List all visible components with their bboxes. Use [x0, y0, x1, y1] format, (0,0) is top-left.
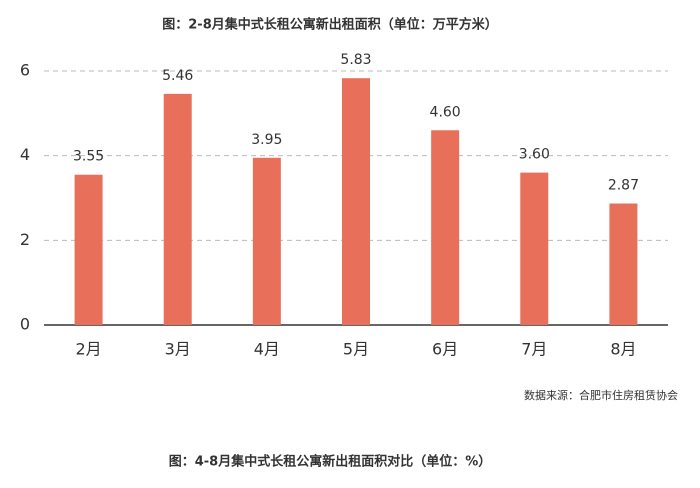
bar: [74, 174, 103, 325]
x-tick-label: 2月: [75, 340, 101, 359]
value-label: 2.87: [608, 178, 639, 194]
bar: [163, 93, 192, 325]
value-label: 3.55: [73, 149, 104, 165]
source: 数据来源：合肥市住房租赁协会: [524, 388, 678, 402]
y-tick-label: 6: [20, 61, 30, 80]
chart-title: 图：2-8月集中式长租公寓新出租面积（单位：万平方米）: [162, 17, 498, 33]
bar: [609, 203, 638, 325]
y-tick-label: 0: [20, 315, 30, 334]
x-tick-label: 6月: [432, 340, 458, 359]
value-label: 5.46: [162, 68, 193, 84]
x-tick-label: 4月: [254, 340, 280, 359]
value-label: 5.83: [340, 52, 371, 68]
x-tick-label: 5月: [343, 340, 369, 359]
value-label: 3.95: [251, 132, 282, 148]
bar: [431, 130, 460, 325]
y-tick-label: 2: [20, 230, 30, 249]
x-tick-label: 7月: [521, 340, 547, 359]
x-tick-label: 3月: [165, 340, 191, 359]
value-label: 4.60: [430, 104, 461, 120]
value-label: 3.60: [519, 147, 550, 163]
x-tick-label: 8月: [610, 340, 636, 359]
bar: [520, 172, 549, 325]
bar: [342, 78, 370, 326]
bar: [252, 157, 281, 325]
y-tick-label: 4: [20, 145, 30, 164]
next-title: 图：4-8月集中式长租公寓新出租面积对比（单位：%）: [169, 454, 492, 470]
